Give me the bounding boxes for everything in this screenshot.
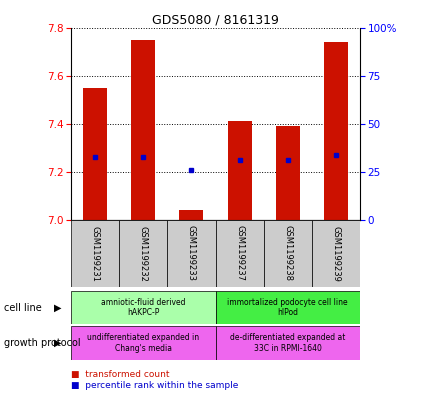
Bar (215, 291, 359, 324)
Text: cell line: cell line (4, 303, 42, 312)
Text: de-differentiated expanded at
33C in RPMI-1640: de-differentiated expanded at 33C in RPM… (230, 333, 344, 353)
Text: GSM1199232: GSM1199232 (138, 226, 147, 281)
Bar (275, 126, 299, 220)
Text: growth protocol: growth protocol (4, 338, 81, 348)
Bar (215, 326, 359, 360)
Text: GSM1199237: GSM1199237 (234, 226, 243, 281)
Bar (83, 88, 107, 220)
Text: GDS5080 / 8161319: GDS5080 / 8161319 (152, 14, 278, 27)
Text: GSM1199233: GSM1199233 (187, 226, 196, 281)
Bar (215, 220, 263, 287)
Text: ■  percentile rank within the sample: ■ percentile rank within the sample (71, 382, 238, 390)
Text: amniotic-fluid derived
hAKPC-P: amniotic-fluid derived hAKPC-P (101, 298, 185, 317)
Text: immortalized podocyte cell line
hIPod: immortalized podocyte cell line hIPod (227, 298, 347, 317)
Bar (167, 220, 215, 287)
Text: GSM1199231: GSM1199231 (90, 226, 99, 281)
Bar (71, 291, 215, 324)
Text: ▶: ▶ (54, 303, 62, 312)
Bar (323, 42, 347, 220)
Text: GSM1199239: GSM1199239 (331, 226, 340, 281)
Bar (227, 121, 251, 220)
Bar (179, 210, 203, 220)
Text: ▶: ▶ (54, 338, 62, 348)
Text: GSM1199238: GSM1199238 (283, 226, 292, 281)
Bar (311, 220, 359, 287)
Bar (71, 220, 119, 287)
Text: ■  transformed count: ■ transformed count (71, 370, 169, 378)
Bar (131, 40, 155, 220)
Bar (263, 220, 311, 287)
Bar (71, 326, 215, 360)
Bar (119, 220, 167, 287)
Text: undifferentiated expanded in
Chang's media: undifferentiated expanded in Chang's med… (87, 333, 199, 353)
